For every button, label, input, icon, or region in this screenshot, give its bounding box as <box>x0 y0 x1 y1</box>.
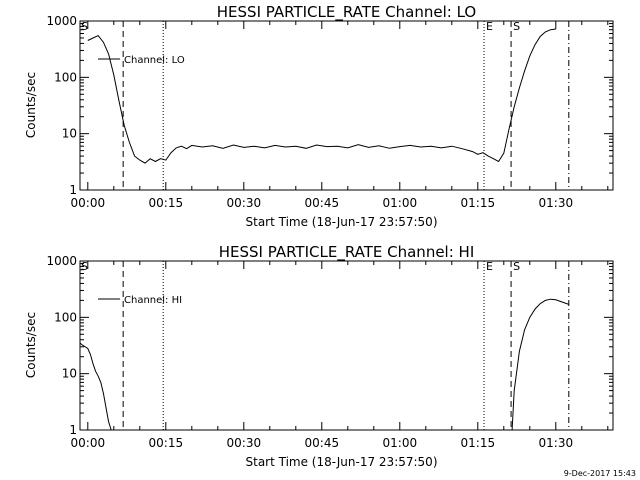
x-tick-label: 01:15 <box>461 436 496 450</box>
chart-title: HESSI PARTICLE_RATE Channel: HI <box>219 243 475 262</box>
y-tick-label: 10 <box>62 367 77 381</box>
marker-letter: E <box>486 260 493 273</box>
x-tick-label: 00:30 <box>227 436 262 450</box>
series-line-segment <box>87 28 556 164</box>
legend-label: Channel: HI <box>124 295 182 306</box>
y-axis-title: Counts/sec <box>24 72 38 138</box>
x-tick-label: 01:00 <box>383 196 418 210</box>
series-line-segment <box>511 298 569 430</box>
x-tick-label: 01:15 <box>461 196 496 210</box>
y-tick-label: 10 <box>62 127 77 141</box>
x-tick-label: 00:15 <box>149 196 184 210</box>
corner-marker-letter: S <box>81 20 88 33</box>
y-axis-title: Counts/sec <box>24 312 38 378</box>
x-tick-label: 00:15 <box>149 436 184 450</box>
x-tick-label: 00:30 <box>227 196 262 210</box>
chart-panel-1: HESSI PARTICLE_RATE Channel: LO 00:00 00:1… <box>24 3 614 229</box>
legend-label: Channel: LO <box>124 55 185 66</box>
marker-letter: E <box>486 20 493 33</box>
chart-panel-2: HESSI PARTICLE_RATE Channel: HI 00:00 00:1… <box>24 243 614 469</box>
x-tick-label: 01:30 <box>539 196 574 210</box>
series-line-segment <box>80 342 112 430</box>
x-tick-label: 01:30 <box>539 436 574 450</box>
chart-title: HESSI PARTICLE_RATE Channel: LO <box>217 3 476 22</box>
x-tick-label: 01:00 <box>383 436 418 450</box>
y-tick-label: 1000 <box>46 254 77 268</box>
footer-timestamp: 9-Dec-2017 15:43 <box>564 469 636 478</box>
plot-frame <box>79 260 614 431</box>
plot-frame <box>79 20 614 191</box>
y-tick-label: 1 <box>69 183 77 197</box>
x-tick-label: 00:00 <box>71 196 106 210</box>
y-tick-label: 100 <box>54 310 77 324</box>
y-tick-label: 1000 <box>46 14 77 28</box>
x-tick-label: 00:00 <box>71 436 106 450</box>
x-axis-title: Start Time (18-Jun-17 23:57:50) <box>246 455 438 469</box>
marker-letter: S <box>513 20 520 33</box>
x-axis-title: Start Time (18-Jun-17 23:57:50) <box>246 215 438 229</box>
marker-letter: S <box>513 260 520 273</box>
x-tick-label: 00:45 <box>305 196 340 210</box>
corner-marker-letter: S <box>81 260 88 273</box>
y-tick-label: 100 <box>54 70 77 84</box>
x-tick-label: 00:45 <box>305 436 340 450</box>
y-tick-label: 1 <box>69 423 77 437</box>
